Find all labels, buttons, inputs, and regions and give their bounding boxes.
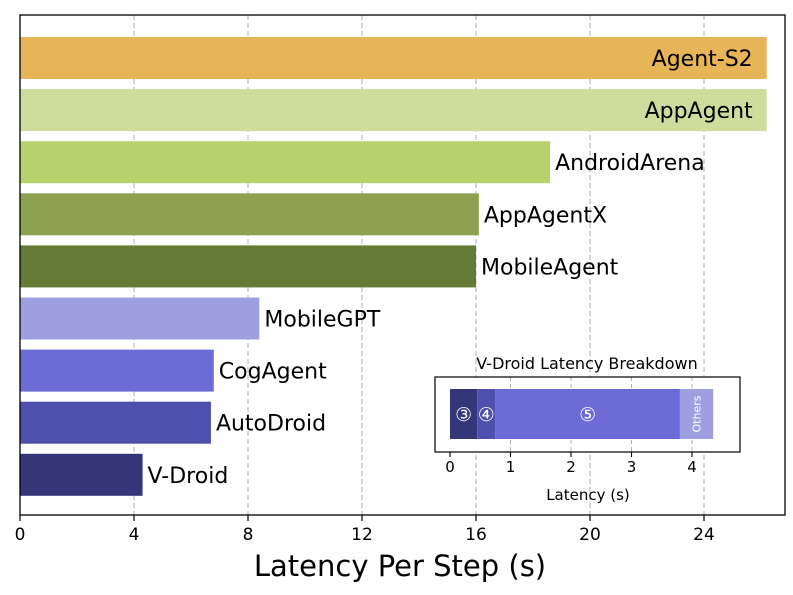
inset-x-tick-label: 2 bbox=[566, 458, 576, 476]
main-bar-label: AppAgent bbox=[645, 99, 753, 124]
breakdown-inset: V-Droid Latency Breakdown ③ ④ ⑤ Others 0 1 2 3… bbox=[434, 354, 741, 504]
main-bar-label: Agent-S2 bbox=[652, 47, 753, 72]
main-bar-label: MobileAgent bbox=[481, 255, 619, 280]
inset-segment bbox=[679, 389, 714, 439]
main-x-tick-label: 12 bbox=[351, 525, 373, 545]
inset-x-tick-label: 0 bbox=[445, 458, 455, 476]
main-x-tick-label: 8 bbox=[243, 525, 254, 545]
main-x-ticks: 0 4 8 12 16 20 24 bbox=[15, 515, 715, 545]
main-bar bbox=[20, 401, 211, 444]
main-x-tick-label: 4 bbox=[129, 525, 140, 545]
inset-segment-label: ⑤ bbox=[579, 404, 596, 426]
main-bar bbox=[20, 349, 214, 392]
main-bar bbox=[20, 297, 260, 340]
main-bar bbox=[20, 37, 767, 79]
main-x-tick-label: 24 bbox=[693, 525, 715, 545]
main-bar-labels: Agent-S2 AppAgent AndroidArena AppAgentX Mob… bbox=[148, 47, 754, 489]
inset-segment-label: Others bbox=[691, 395, 704, 432]
inset-segment bbox=[450, 389, 478, 439]
main-bar-label: CogAgent bbox=[219, 360, 327, 385]
inset-x-axis-label: Latency (s) bbox=[546, 486, 630, 504]
inset-title: V-Droid Latency Breakdown bbox=[476, 354, 697, 373]
inset-x-tick-label: 1 bbox=[506, 458, 516, 476]
main-plot-frame bbox=[19, 14, 786, 516]
main-bar bbox=[20, 193, 479, 236]
inset-x-ticks: 0 1 2 3 4 bbox=[445, 452, 697, 476]
main-bars bbox=[20, 37, 767, 496]
inset-segments: ③ ④ ⑤ Others bbox=[450, 389, 714, 439]
main-bar-label: AppAgentX bbox=[484, 203, 607, 228]
inset-segment bbox=[477, 389, 496, 439]
main-x-tick-label: 0 bbox=[15, 525, 26, 545]
main-x-tick-label: 20 bbox=[579, 525, 601, 545]
main-bar-label: AutoDroid bbox=[216, 412, 326, 437]
main-bar-label: AndroidArena bbox=[555, 151, 705, 176]
inset-x-tick-label: 3 bbox=[627, 458, 637, 476]
main-bar-label: MobileGPT bbox=[264, 308, 380, 333]
main-bar-label: V-Droid bbox=[148, 464, 229, 489]
main-bar bbox=[20, 245, 476, 288]
main-bar bbox=[20, 141, 551, 184]
main-x-axis-label: Latency Per Step (s) bbox=[254, 549, 546, 583]
main-bar bbox=[20, 89, 767, 132]
inset-segment-label: ③ bbox=[455, 404, 472, 426]
inset-segment bbox=[495, 389, 680, 439]
inset-frame bbox=[434, 376, 741, 453]
inset-segment-label: ④ bbox=[478, 404, 495, 426]
main-x-tick-label: 16 bbox=[465, 525, 487, 545]
inset-x-tick-label: 4 bbox=[687, 458, 697, 476]
main-bar bbox=[20, 453, 143, 496]
